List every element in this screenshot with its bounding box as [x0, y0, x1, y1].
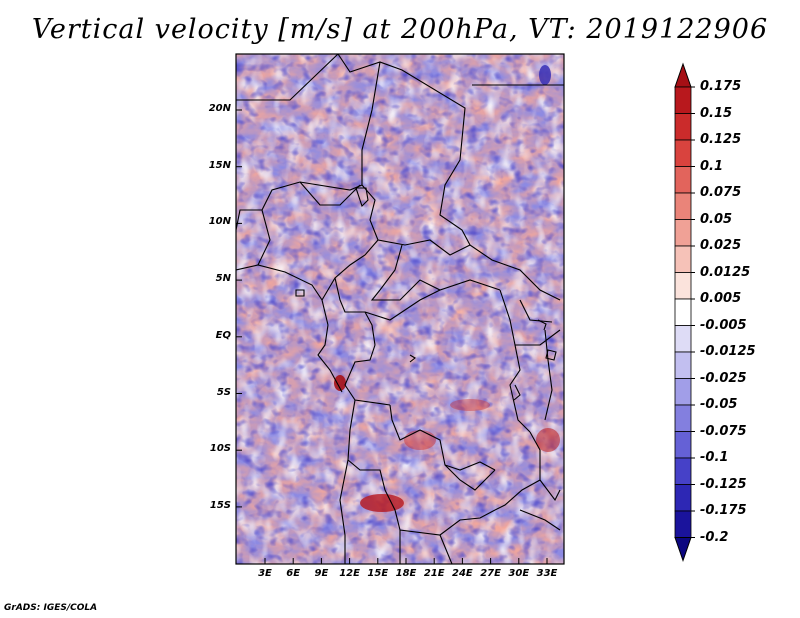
colorbar-label: 0.125 [700, 132, 742, 147]
colorbar-segment [674, 166, 692, 194]
lon-tick-label: 6E [286, 568, 301, 579]
colorbar-segment [674, 431, 692, 459]
lat-tick-label: EQ [215, 329, 231, 341]
colorbar-label: 0.025 [700, 238, 742, 253]
colorbar-segment [674, 325, 692, 353]
chart-title: Vertical velocity [m/s] at 200hPa, VT: 2… [31, 14, 769, 45]
colorbar-label: 0.005 [700, 291, 742, 306]
colorbar [674, 62, 695, 563]
lat-tick-label: 10N [208, 216, 231, 228]
lat-tick-label: 20N [208, 103, 231, 114]
colorbar-segment [674, 457, 692, 485]
lon-tick-label: 3E [258, 568, 272, 579]
map-frame [235, 53, 565, 565]
colorbar-segment [674, 113, 692, 141]
colorbar-segment [674, 351, 692, 379]
colorbar-segment [674, 245, 692, 273]
colorbar-segment [674, 219, 692, 247]
colorbar-segment [674, 192, 692, 220]
colorbar-label: -0.175 [700, 503, 747, 518]
colorbar-label: -0.075 [700, 423, 747, 439]
colorbar-segment [674, 510, 692, 538]
colorbar-segment [674, 378, 692, 406]
colorbar-label: -0.0125 [700, 344, 756, 359]
colorbar-label: -0.025 [700, 370, 747, 386]
lat-tick-label: 5N [215, 273, 231, 285]
lon-tick-label: 9E [314, 568, 329, 579]
lon-tick-label: 33E [536, 568, 558, 579]
lon-tick-label: 24E [452, 568, 473, 579]
colorbar-segment [674, 86, 692, 114]
colorbar-top-arrow [674, 62, 692, 88]
colorbar-label: -0.1 [700, 450, 729, 465]
axis-ticks [236, 109, 548, 564]
lon-tick-label: 18E [395, 568, 417, 579]
lat-tick-label: 15S [209, 499, 231, 511]
colorbar-label: 0.05 [700, 211, 733, 227]
colorbar-label: 0.1 [700, 158, 724, 174]
lon-tick-label: 12E [339, 568, 360, 579]
colorbar-segment [674, 272, 692, 300]
lon-tick-label: 27E [480, 568, 501, 579]
colorbar-label: 0.0125 [700, 264, 751, 280]
colorbar-segment [674, 404, 692, 432]
colorbar-label: -0.05 [700, 397, 738, 412]
colorbar-segment [674, 139, 692, 167]
colorbar-segment [674, 484, 692, 512]
colorbar-label: -0.005 [700, 317, 747, 333]
country-borders [236, 54, 564, 564]
lat-tick-label: 15N [208, 159, 231, 171]
lon-tick-label: 21E [423, 568, 445, 579]
lat-tick-label: 10S [209, 443, 231, 455]
lat-tick-label: 5S [216, 386, 231, 398]
colorbar-label: -0.125 [700, 476, 747, 492]
colorbar-segment [674, 298, 692, 326]
colorbar-label: 0.075 [700, 185, 742, 200]
colorbar-bottom-arrow [674, 537, 692, 563]
grads-credit: GrADS: IGES/COLA [4, 603, 98, 613]
colorbar-label: 0.175 [700, 79, 742, 94]
velocity-field [236, 54, 564, 564]
lon-tick-label: 30E [508, 568, 530, 579]
colorbar-label: 0.15 [700, 105, 733, 121]
lon-tick-label: 15E [367, 568, 389, 579]
colorbar-label: -0.2 [700, 529, 729, 545]
